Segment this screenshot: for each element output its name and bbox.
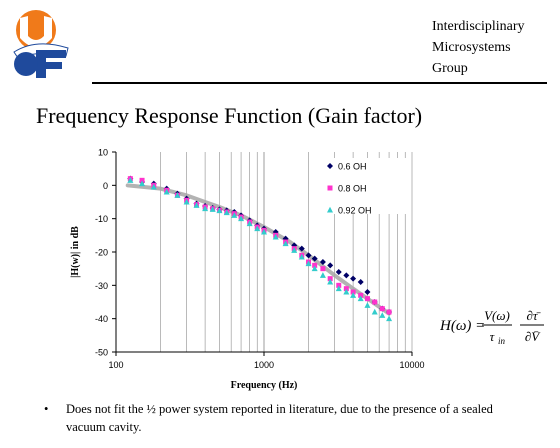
data-point-triangle: [231, 212, 238, 218]
data-point-diamond: [343, 272, 350, 279]
data-point-triangle: [163, 188, 170, 195]
y-tick-label: -30: [95, 281, 108, 291]
formula-numerator-2: ∂τ̄: [526, 308, 541, 323]
data-point-triangle: [209, 206, 216, 212]
data-point-square: [379, 306, 385, 312]
legend-marker: [327, 163, 333, 169]
group-name: Interdisciplinary Microsystems Group: [432, 19, 525, 76]
data-point-triangle: [216, 207, 223, 214]
y-tick-label: -50: [95, 348, 108, 358]
data-point-triangle: [379, 312, 386, 318]
data-point-triangle: [150, 183, 157, 190]
data-point-triangle: [386, 315, 393, 322]
x-axis-label: Frequency (Hz): [231, 380, 298, 391]
data-point-triangle: [127, 177, 134, 183]
y-tick-label: -20: [95, 248, 108, 258]
data-point-triangle: [223, 209, 230, 216]
legend-box: [322, 158, 408, 214]
data-point-triangle: [139, 180, 146, 187]
data-point-triangle: [183, 198, 190, 205]
data-point-diamond: [319, 259, 326, 265]
data-point-triangle: [343, 288, 350, 295]
x-tick-label: 100: [108, 360, 123, 370]
legend-marker: [327, 206, 333, 213]
legend-marker: [327, 185, 333, 191]
data-point-triangle: [261, 228, 267, 235]
transfer-function-formula: H(ω) = V(ω) τ in ∂τ̄ ∂V̄: [439, 292, 560, 362]
logo-blue-disc: [14, 52, 38, 76]
bullet-marker: •: [44, 402, 49, 416]
uf-logo: [13, 10, 69, 78]
logo-u-letter: [20, 16, 52, 47]
y-tick-label: 0: [103, 181, 108, 191]
formula-denominator-2: ∂V̄: [525, 329, 541, 344]
data-point-diamond: [357, 279, 364, 285]
y-tick-label: -40: [95, 314, 108, 324]
data-point-triangle: [193, 202, 200, 208]
data-point-triangle: [371, 308, 378, 315]
data-point-square: [312, 262, 318, 268]
x-tick-label: 10000: [399, 360, 424, 370]
formula-svg: H(ω) = V(ω) τ in ∂τ̄ ∂V̄: [439, 308, 544, 346]
data-point-triangle: [238, 215, 245, 222]
data-point-square: [327, 276, 333, 282]
data-point-diamond: [305, 252, 312, 259]
data-point-diamond: [350, 275, 357, 282]
data-point-triangle: [202, 205, 209, 212]
data-point-triangle: [174, 192, 181, 198]
data-point-diamond: [327, 262, 334, 269]
data-point-triangle: [311, 265, 318, 272]
formula-lhs: H(ω) =: [440, 318, 485, 334]
legend-label: 0.8 OH: [338, 184, 367, 194]
formula-numerator-1: V(ω): [484, 308, 510, 323]
y-tick-label: -10: [95, 214, 108, 224]
data-point-triangle: [357, 295, 364, 302]
formula-denominator-1: τ: [490, 329, 496, 344]
data-point-triangle: [364, 302, 371, 308]
data-point-diamond: [364, 289, 371, 295]
data-point-square: [386, 309, 392, 315]
data-point-square: [372, 299, 378, 305]
bullet-text: Does not fit the ½ power system reported…: [66, 402, 493, 434]
logo-f-letter: [36, 50, 66, 78]
data-point-diamond: [311, 255, 318, 262]
data-point-square: [336, 282, 342, 288]
legend-label: 0.6 OH: [338, 162, 367, 172]
data-point-diamond: [335, 269, 342, 275]
data-point-diamond: [298, 245, 305, 252]
data-point-triangle: [272, 233, 279, 240]
data-point-triangle: [350, 292, 357, 298]
data-point-triangle: [291, 247, 298, 253]
data-point-square: [343, 286, 349, 292]
data-point-square: [139, 177, 145, 183]
legend-label: 0.92 OH: [338, 206, 372, 216]
data-point-triangle: [254, 225, 261, 232]
data-point-triangle: [246, 220, 253, 227]
header-rule: [92, 82, 547, 84]
data-point-triangle: [319, 272, 326, 278]
data-point-triangle: [335, 285, 342, 292]
data-point-square: [320, 266, 326, 272]
formula-denominator-1-subscript: in: [498, 336, 506, 346]
data-point-square: [358, 292, 364, 298]
data-point-triangle: [305, 260, 312, 267]
data-point-triangle: [282, 240, 289, 247]
y-axis-label: |H(w)| in dB: [70, 226, 81, 278]
data-point-triangle: [298, 253, 305, 260]
x-tick-label: 1000: [254, 360, 274, 370]
y-tick-label: 10: [98, 148, 108, 158]
data-point-triangle: [327, 278, 334, 285]
slide-title: Frequency Response Function (Gain factor…: [36, 103, 423, 128]
data-point-square: [364, 296, 370, 302]
data-point-square: [350, 289, 356, 295]
